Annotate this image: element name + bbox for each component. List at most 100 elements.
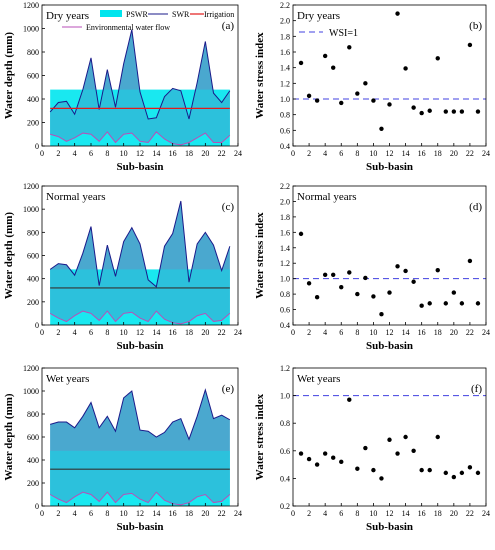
y-tick-label: 0.4 <box>280 321 290 330</box>
data-point <box>331 65 336 70</box>
data-point <box>467 465 473 470</box>
data-point <box>355 291 360 297</box>
y-tick-label: 400 <box>27 456 39 465</box>
y-tick-label: 0.4 <box>280 142 290 151</box>
x-tick-label: 4 <box>73 328 77 337</box>
x-tick-label: 12 <box>386 149 394 158</box>
y-axis-label: Water depth (mm) <box>3 393 15 481</box>
data-point <box>339 459 344 465</box>
data-point <box>331 455 336 460</box>
x-tick-label: 10 <box>369 509 377 518</box>
x-tick-label: 8 <box>355 149 359 158</box>
legend: WSI=1 <box>299 28 358 39</box>
legend-label-wsi: WSI=1 <box>329 28 358 39</box>
x-tick-label: 10 <box>120 509 128 518</box>
plot-area <box>49 29 231 146</box>
data-point <box>306 456 312 462</box>
x-tick-label: 24 <box>482 509 490 518</box>
x-tick-label: 14 <box>402 509 410 518</box>
data-point <box>403 268 408 274</box>
data-point <box>314 98 320 103</box>
data-point <box>339 100 344 106</box>
x-axis-label: Sub-basin <box>116 521 163 533</box>
y-tick-label: 0.6 <box>280 447 290 456</box>
data-point <box>475 109 481 114</box>
data-point <box>363 445 368 451</box>
x-tick-label: 8 <box>105 328 109 337</box>
y-tick-label: 0.6 <box>280 126 290 135</box>
y-tick-label: 1000 <box>23 205 39 214</box>
y-tick-label: 2.2 <box>280 182 290 191</box>
data-point <box>298 231 304 237</box>
x-tick-label: 2 <box>307 509 311 518</box>
legend-label-swr: SWR <box>172 10 190 19</box>
x-tick-label: 20 <box>201 509 209 518</box>
data-point <box>339 284 344 290</box>
y-tick-label: 1.4 <box>280 64 290 73</box>
data-point <box>459 109 465 114</box>
data-point <box>427 467 432 473</box>
x-tick-label: 18 <box>185 328 193 337</box>
legend-label-pswr: PSWR <box>126 10 148 19</box>
x-tick-label: 20 <box>450 509 458 518</box>
swr-area-overlay <box>50 201 230 324</box>
x-tick-label: 22 <box>466 149 474 158</box>
panel-title: Normal years <box>46 191 106 203</box>
x-tick-label: 24 <box>482 149 490 158</box>
y-tick-label: 800 <box>27 410 39 419</box>
x-axis-label: Sub-basin <box>116 340 163 352</box>
x-tick-label: 20 <box>201 328 209 337</box>
legend-swatch-pswr <box>100 10 122 17</box>
data-point <box>419 110 424 116</box>
x-tick-label: 22 <box>218 509 226 518</box>
x-tick-label: 12 <box>386 328 394 337</box>
x-tick-label: 10 <box>369 328 377 337</box>
panel-c: 0 2 4 6 8 10 12 14 16 18 20 22 240200400600800100012… <box>3 182 242 352</box>
x-tick-label: 14 <box>402 328 410 337</box>
panel-letter: (a) <box>222 20 235 32</box>
data-point <box>298 451 304 456</box>
x-tick-label: 8 <box>355 509 359 518</box>
y-tick-label: 400 <box>27 95 39 104</box>
data-point <box>403 66 408 71</box>
data-point <box>371 98 376 103</box>
y-tick-label: 0.8 <box>280 111 290 120</box>
data-point <box>475 301 481 306</box>
x-tick-label: 18 <box>434 328 442 337</box>
data-point <box>443 470 448 476</box>
x-tick-label: 8 <box>105 149 109 158</box>
y-axis-label: Water stress index <box>254 32 266 119</box>
data-point <box>387 290 392 295</box>
y-tick-label: 1.4 <box>280 244 290 253</box>
data-point <box>331 272 336 278</box>
x-tick-label: 24 <box>234 509 242 518</box>
plot-frame <box>292 185 487 326</box>
y-tick-label: 1200 <box>23 364 39 373</box>
legend-label-irrigation: Irrigation <box>204 10 234 19</box>
x-tick-label: 0 <box>291 149 295 158</box>
swr-area-overlay <box>50 389 230 505</box>
x-tick-label: 22 <box>218 149 226 158</box>
data-point <box>459 470 465 476</box>
x-tick-label: 2 <box>307 328 311 337</box>
y-axis-label: Water depth (mm) <box>3 32 15 120</box>
panel-letter: (d) <box>469 201 482 213</box>
x-tick-label: 16 <box>169 328 177 337</box>
data-point <box>451 290 457 295</box>
swr-line <box>49 29 231 120</box>
x-tick-label: 10 <box>120 328 128 337</box>
y-tick-label: 200 <box>27 298 39 307</box>
x-axis-label: Sub-basin <box>366 521 413 533</box>
y-tick-label: 0.8 <box>280 419 290 428</box>
legend-label-env-flow: Environmental water flow <box>86 23 170 32</box>
y-tick-label: 200 <box>27 479 39 488</box>
x-tick-label: 12 <box>136 328 144 337</box>
y-axis-label: Water depth (mm) <box>3 212 15 300</box>
y-tick-label: 200 <box>27 119 39 128</box>
y-tick-label: 0 <box>35 142 39 151</box>
data-point <box>347 270 352 275</box>
x-tick-label: 16 <box>418 509 426 518</box>
data-point <box>419 467 424 473</box>
data-point <box>347 397 352 402</box>
